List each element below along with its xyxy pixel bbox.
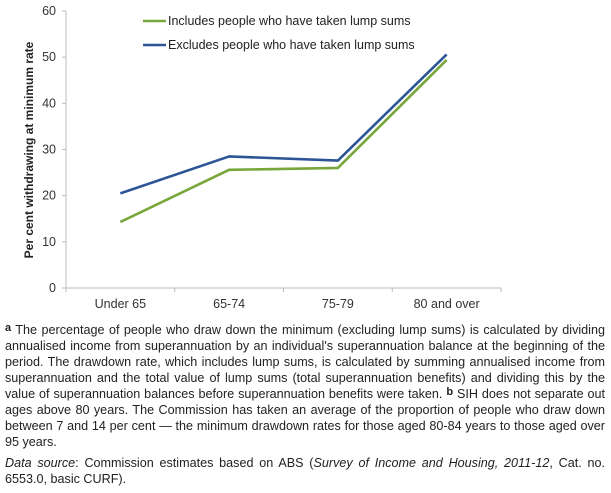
series-line-2 — [119, 53, 448, 195]
y-axis-label: Per cent withdrawing at minimum rate — [22, 41, 36, 258]
footnote-a: a The percentage of people who draw down… — [5, 322, 605, 450]
y-tick-label: 0 — [49, 281, 56, 295]
tick-labels: 0 10 20 30 40 50 60 Under 65 65-74 75-79 80 and ov… — [42, 4, 480, 311]
footnote-b-marker: b — [446, 386, 454, 398]
footnote-a-marker: a — [5, 322, 12, 334]
legend: Includes people who have taken lump sums… — [143, 14, 415, 52]
y-tick-label: 20 — [42, 189, 56, 203]
y-tick-label: 10 — [42, 235, 56, 249]
footnotes: a The percentage of people who draw down… — [5, 322, 605, 487]
y-tick-label: 40 — [42, 96, 56, 110]
x-tick-label: 75-79 — [322, 297, 354, 311]
series-lines — [119, 53, 448, 224]
data-source-text-end: , Cat. no. 6553.0, basic CURF). — [5, 456, 605, 486]
x-tick-label: 65-74 — [213, 297, 245, 311]
series-line-1 — [119, 59, 448, 224]
legend-label-2: Excludes people who have taken lump sums — [168, 38, 415, 52]
y-tick-label: 50 — [42, 50, 56, 64]
axes — [62, 10, 502, 292]
y-tick-label: 30 — [42, 143, 56, 157]
line-chart: 0 10 20 30 40 50 60 Under 65 65-74 75-79 80 and ov… — [22, 4, 502, 311]
footnote-b-text: SIH does not separate out ages above 80 … — [5, 387, 606, 449]
x-tick-label: Under 65 — [95, 297, 146, 311]
data-source-label: Data source — [5, 456, 76, 470]
legend-label-1: Includes people who have taken lump sums — [168, 14, 411, 28]
data-source: Data source: Commission estimates based … — [5, 455, 605, 487]
data-source-title: Survey of Income and Housing, 2011-12 — [313, 456, 550, 470]
x-tick-label: 80 and over — [414, 297, 480, 311]
data-source-text: : Commission estimates based on ABS ( — [75, 456, 314, 470]
footnote-a-text: The percentage of people who draw down t… — [5, 323, 605, 401]
y-tick-label: 60 — [42, 4, 56, 18]
